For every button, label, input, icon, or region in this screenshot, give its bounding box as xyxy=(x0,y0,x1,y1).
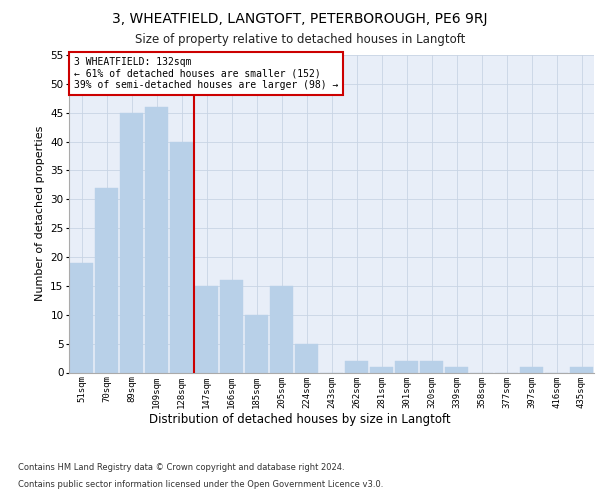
Bar xyxy=(420,361,443,372)
Text: 3 WHEATFIELD: 132sqm
← 61% of detached houses are smaller (152)
39% of semi-deta: 3 WHEATFIELD: 132sqm ← 61% of detached h… xyxy=(74,56,338,90)
Bar xyxy=(195,286,218,372)
Bar xyxy=(345,361,368,372)
Bar xyxy=(245,315,268,372)
Text: Size of property relative to detached houses in Langtoft: Size of property relative to detached ho… xyxy=(135,32,465,46)
Bar xyxy=(145,107,168,372)
Text: 3, WHEATFIELD, LANGTOFT, PETERBOROUGH, PE6 9RJ: 3, WHEATFIELD, LANGTOFT, PETERBOROUGH, P… xyxy=(112,12,488,26)
Y-axis label: Number of detached properties: Number of detached properties xyxy=(35,126,44,302)
Bar xyxy=(170,142,193,372)
Text: Contains HM Land Registry data © Crown copyright and database right 2024.: Contains HM Land Registry data © Crown c… xyxy=(18,462,344,471)
Bar xyxy=(95,188,118,372)
Bar xyxy=(395,361,418,372)
Text: Distribution of detached houses by size in Langtoft: Distribution of detached houses by size … xyxy=(149,412,451,426)
Bar xyxy=(570,366,593,372)
Bar xyxy=(445,366,468,372)
Bar xyxy=(70,263,93,372)
Bar xyxy=(220,280,243,372)
Text: Contains public sector information licensed under the Open Government Licence v3: Contains public sector information licen… xyxy=(18,480,383,489)
Bar xyxy=(120,112,143,372)
Bar xyxy=(270,286,293,372)
Bar xyxy=(370,366,393,372)
Bar xyxy=(520,366,543,372)
Bar xyxy=(295,344,318,372)
